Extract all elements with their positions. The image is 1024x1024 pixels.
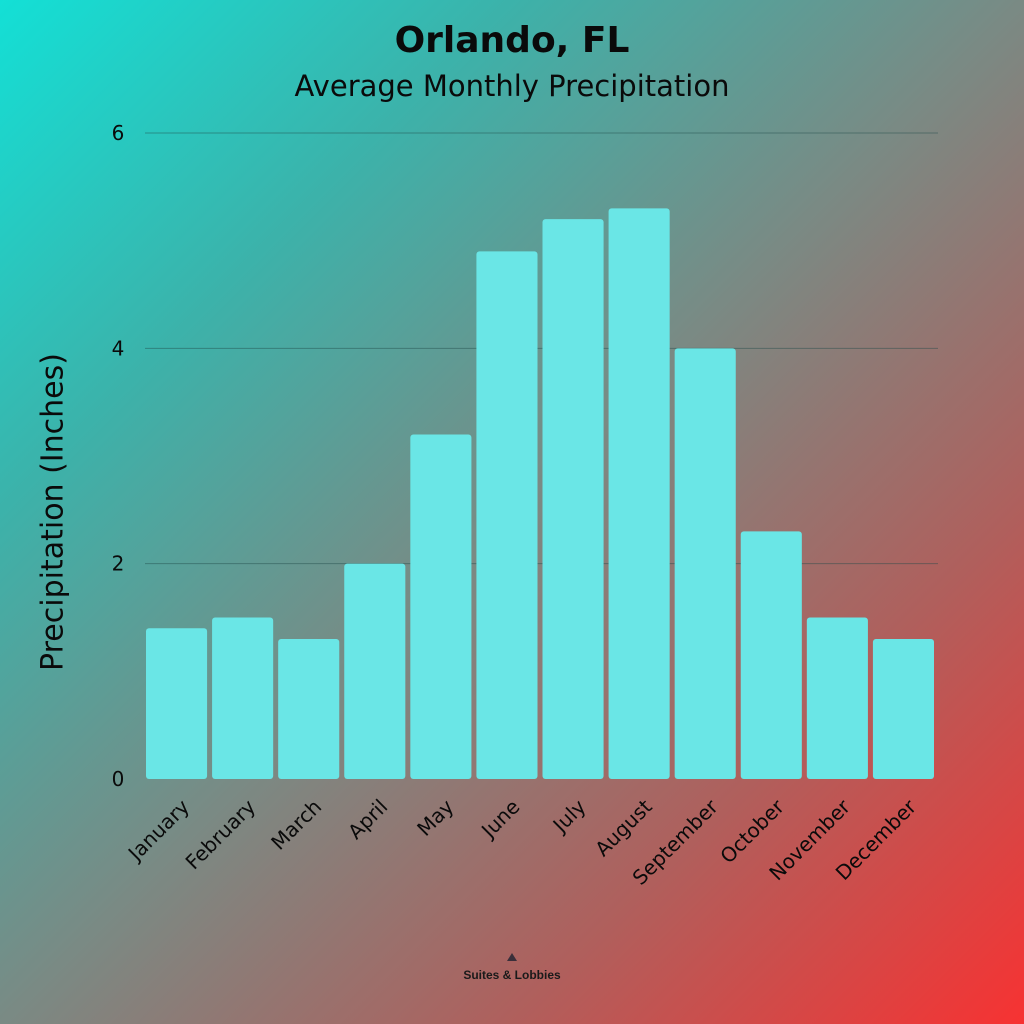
bars (146, 208, 934, 780)
bar-january (146, 628, 208, 779)
bar-may (410, 434, 472, 779)
brand-text: Suites & Lobbies (463, 968, 561, 982)
y-tick-label: 2 (112, 552, 125, 576)
y-tick-label: 6 (112, 121, 125, 145)
bar-april (344, 563, 406, 779)
x-tick-label: August (590, 794, 657, 861)
bar-march (278, 639, 340, 779)
brand-logo: Suites & Lobbies (463, 953, 561, 982)
y-axis-ticks: 0 2 4 6 (112, 121, 125, 791)
y-axis-label: Precipitation (Inches) (36, 353, 71, 671)
bar-july (542, 219, 604, 780)
bar-august (608, 208, 670, 779)
y-tick-label: 0 (112, 767, 125, 791)
bar-february (212, 617, 274, 779)
x-tick-label: July (547, 794, 591, 838)
chart-title: Orlando, FL (395, 20, 630, 61)
x-tick-label: June (475, 795, 524, 844)
gridlines (145, 132, 938, 565)
chart-subtitle: Average Monthly Precipitation (295, 69, 730, 103)
y-tick-label: 4 (112, 336, 125, 360)
bar-june (476, 251, 538, 779)
x-tick-label: April (343, 795, 392, 844)
x-tick-label: May (412, 794, 458, 840)
x-tick-label: February (181, 794, 261, 874)
bar-october (740, 531, 802, 779)
house-icon (507, 953, 517, 961)
bar-september (674, 348, 736, 779)
bar-november (806, 617, 868, 779)
bar-december (872, 639, 934, 779)
x-tick-label: March (266, 795, 326, 855)
